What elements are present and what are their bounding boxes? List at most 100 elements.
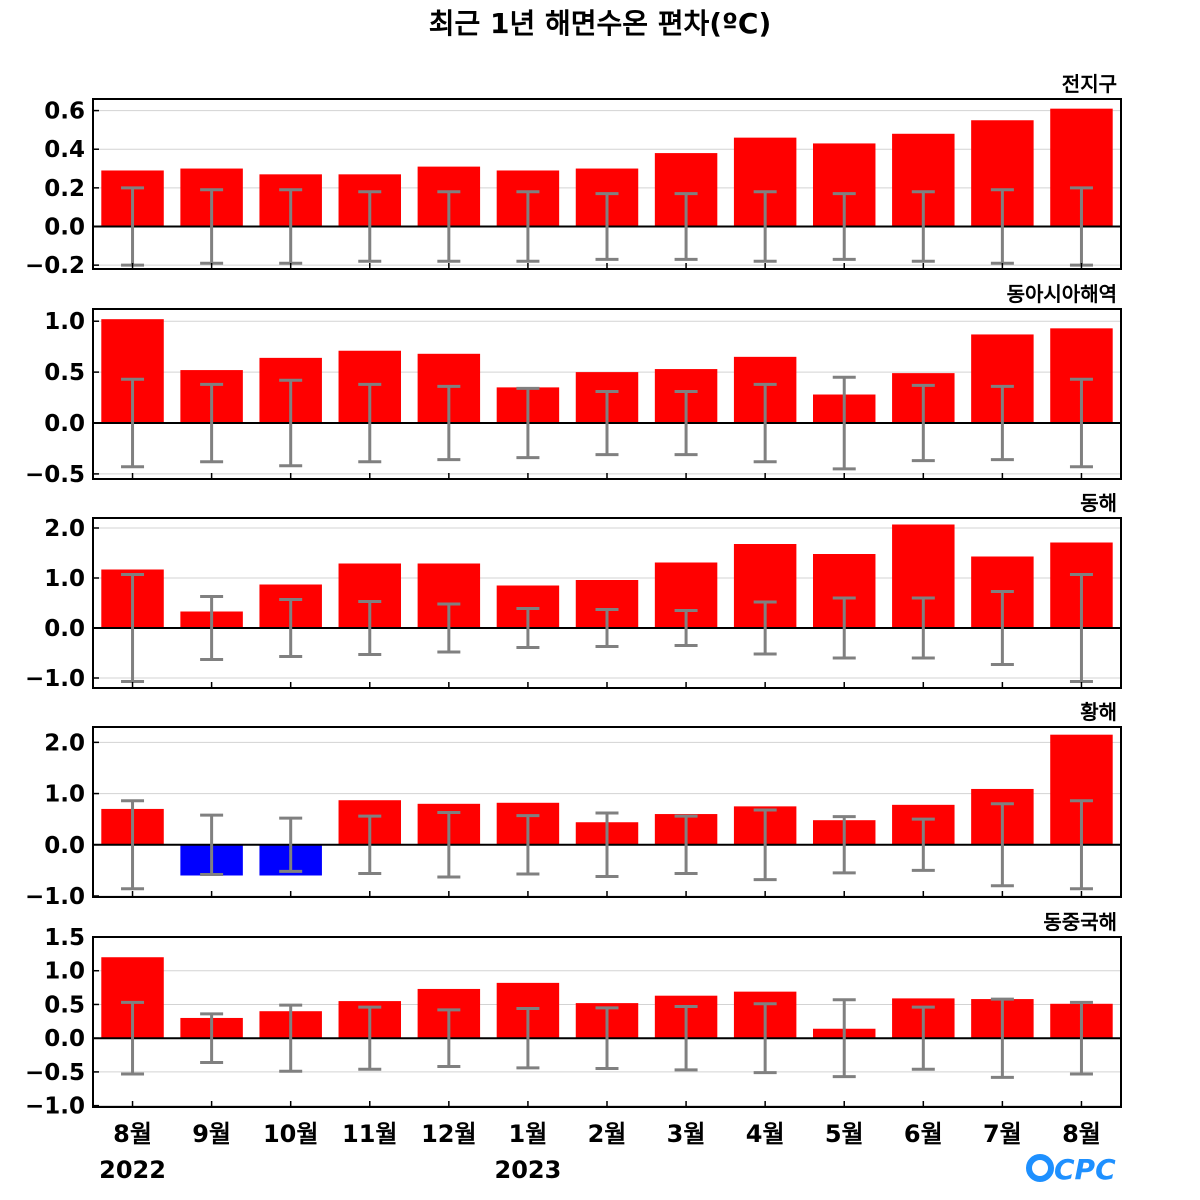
ytick-label: −1.0 xyxy=(25,1094,85,1120)
error-bar-5 xyxy=(437,811,461,879)
error-bar-2 xyxy=(200,1012,224,1064)
ytick-label: 0.6 xyxy=(44,99,85,125)
error-bar-1 xyxy=(121,377,145,469)
error-bar-9 xyxy=(753,808,777,882)
ytick-label: 2.0 xyxy=(44,516,85,542)
error-bar-12 xyxy=(990,384,1014,462)
ytick-label: 0.0 xyxy=(44,215,85,241)
month-label: 10월 xyxy=(263,1120,318,1148)
ytick-label: 0.4 xyxy=(44,137,85,163)
error-bar-12 xyxy=(990,997,1014,1079)
error-bar-11 xyxy=(911,190,935,263)
panel-2: −0.5 0.0 0.5 1.0 동아시아해역 xyxy=(25,282,1122,488)
ytick-label: 0.0 xyxy=(44,616,85,642)
error-bar-9 xyxy=(753,1002,777,1075)
error-bar-6 xyxy=(516,190,540,263)
panel-3: −1.0 0.0 1.0 2.0 동해 xyxy=(25,491,1122,692)
error-bar-8 xyxy=(674,1004,698,1072)
region-label: 동중국해 xyxy=(1043,910,1117,934)
ytick-label: 0.2 xyxy=(44,176,85,202)
error-bar-4 xyxy=(358,600,382,656)
month-label: 11월 xyxy=(342,1120,397,1148)
error-bar-4 xyxy=(358,190,382,263)
error-bar-2 xyxy=(200,595,224,661)
error-bar-3 xyxy=(279,378,303,468)
error-bar-9 xyxy=(753,600,777,656)
error-bar-7 xyxy=(595,811,619,879)
region-label: 동해 xyxy=(1080,491,1117,515)
error-bar-13 xyxy=(1069,573,1093,683)
error-bar-13 xyxy=(1069,377,1093,469)
error-bar-1 xyxy=(121,1000,145,1076)
error-bar-11 xyxy=(911,817,935,872)
error-bar-7 xyxy=(595,192,619,261)
error-bar-3 xyxy=(279,1003,303,1073)
error-bar-10 xyxy=(832,375,856,471)
error-bar-9 xyxy=(753,382,777,464)
error-bar-13 xyxy=(1069,1000,1093,1076)
ocpc-logo: CPC xyxy=(1026,1153,1116,1186)
error-bar-1 xyxy=(121,799,145,891)
region-label: 전지구 xyxy=(1062,72,1117,96)
error-bar-5 xyxy=(437,602,461,654)
error-bar-8 xyxy=(674,814,698,875)
month-label: 8월 xyxy=(1062,1120,1101,1148)
ytick-label: 1.0 xyxy=(44,782,85,808)
ytick-label: −0.2 xyxy=(25,253,85,279)
month-label: 12월 xyxy=(421,1120,476,1148)
month-label: 4월 xyxy=(746,1120,785,1148)
panel-1: −0.2 0.0 0.2 0.4 0.6 전지구 xyxy=(25,72,1122,279)
shared-x-axis: 8월 9월 10월 11월 12월 1월 2월 3월 4월 5월 6월 7월 8월 2022 2023 xyxy=(99,1120,1101,1184)
error-bar-13 xyxy=(1069,799,1093,891)
month-label: 5월 xyxy=(825,1120,864,1148)
region-label: 황해 xyxy=(1080,700,1117,724)
error-bar-4 xyxy=(358,382,382,464)
ytick-label: 0.0 xyxy=(44,1026,85,1052)
error-bar-10 xyxy=(832,998,856,1079)
error-bar-6 xyxy=(516,814,540,876)
month-label: 8월 xyxy=(113,1120,152,1148)
error-bar-7 xyxy=(595,1006,619,1071)
month-label: 7월 xyxy=(983,1120,1022,1148)
ytick-label: 1.0 xyxy=(44,309,85,335)
ocpc-logo-text: CPC xyxy=(1054,1153,1116,1186)
error-bar-6 xyxy=(516,386,540,460)
ytick-label: −0.5 xyxy=(25,1060,85,1086)
ytick-label: 0.0 xyxy=(44,411,85,437)
error-bar-4 xyxy=(358,1005,382,1071)
error-bar-5 xyxy=(437,384,461,462)
panel-4: −1.0 0.0 1.0 2.0 황해 xyxy=(25,700,1122,910)
ocpc-logo-ring-icon xyxy=(1026,1154,1054,1182)
panels-group: −0.2 0.0 0.2 0.4 0.6 전지구 −0.5 0.0 0.5 1.0 동아시아해역 −1… xyxy=(25,72,1122,1120)
error-bar-3 xyxy=(279,816,303,873)
error-bar-9 xyxy=(753,190,777,263)
error-bar-6 xyxy=(516,1007,540,1070)
ytick-label: 1.0 xyxy=(44,566,85,592)
ytick-label: −0.5 xyxy=(25,462,85,488)
error-bar-12 xyxy=(990,590,1014,666)
error-bar-8 xyxy=(674,609,698,647)
ytick-label: 0.5 xyxy=(44,360,85,386)
region-label: 동아시아해역 xyxy=(1007,282,1117,306)
error-bar-8 xyxy=(674,192,698,261)
error-bar-11 xyxy=(911,383,935,463)
error-bar-10 xyxy=(832,596,856,660)
year-label: 2023 xyxy=(495,1156,562,1184)
ytick-label: −1.0 xyxy=(25,666,85,692)
ytick-label: 0.5 xyxy=(44,992,85,1018)
error-bar-11 xyxy=(911,596,935,660)
month-label: 6월 xyxy=(904,1120,943,1148)
error-bar-1 xyxy=(121,573,145,683)
error-bar-7 xyxy=(595,608,619,648)
ytick-label: 1.5 xyxy=(44,925,85,951)
month-label: 9월 xyxy=(192,1120,231,1148)
error-bar-4 xyxy=(358,814,382,875)
figure-title: 최근 1년 해면수온 편차(ºC) xyxy=(429,7,772,40)
month-label: 2월 xyxy=(588,1120,627,1148)
error-bar-10 xyxy=(832,192,856,261)
error-bar-11 xyxy=(911,1005,935,1071)
year-label: 2022 xyxy=(99,1156,166,1184)
ytick-label: 2.0 xyxy=(44,730,85,756)
month-label: 3월 xyxy=(667,1120,706,1148)
